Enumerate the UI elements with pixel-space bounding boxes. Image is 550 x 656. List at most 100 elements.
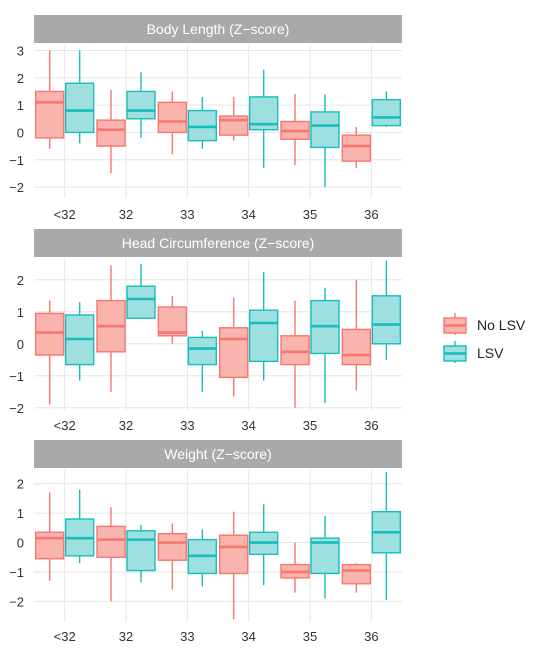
box-iqr: [280, 335, 310, 366]
box-lsv-5: [371, 91, 402, 127]
box-iqr: [157, 101, 188, 134]
box-iqr: [341, 563, 372, 585]
y-tick-label: −2: [9, 594, 24, 609]
box-iqr: [96, 525, 126, 558]
y-tick-label: 2: [17, 71, 24, 86]
box-no-lsv-1: [96, 507, 126, 602]
x-tick-label: 34: [241, 207, 255, 222]
x-tick-label: 34: [241, 629, 255, 644]
y-tick-label: 2: [17, 273, 24, 288]
box-no-lsv-4: [280, 542, 310, 593]
box-lsv-0: [64, 50, 95, 144]
box-no-lsv-2: [157, 91, 188, 155]
box-iqr: [187, 336, 218, 366]
box-lsv-0: [64, 489, 95, 564]
box-no-lsv-0: [34, 300, 65, 405]
panel-1: Head Circumference (Z−score) 2 1 0 −1 −2 <32 32…: [9, 229, 402, 433]
box-no-lsv-1: [96, 90, 126, 174]
box-no-lsv-5: [341, 563, 372, 593]
y-tick-label: −2: [9, 401, 24, 416]
box-iqr: [187, 109, 218, 142]
box-iqr: [341, 134, 372, 162]
y-tick-label: −2: [9, 180, 24, 195]
box-no-lsv-2: [157, 523, 188, 590]
y-tick-label: −1: [9, 369, 24, 384]
x-tick-label: 33: [180, 207, 194, 222]
panel-title: Weight (Z−score): [164, 446, 272, 462]
x-tick-label: 36: [364, 418, 378, 433]
x-tick-label: 34: [241, 418, 255, 433]
box-no-lsv-4: [280, 300, 310, 408]
box-lsv-2: [187, 96, 218, 149]
legend-item-1: LSV: [443, 341, 504, 363]
box-iqr: [34, 312, 65, 356]
box-iqr: [96, 119, 126, 147]
x-tick-label: 35: [303, 629, 317, 644]
box-iqr: [126, 90, 156, 120]
x-tick-label: 36: [364, 207, 378, 222]
panel-title: Body Length (Z−score): [147, 21, 290, 37]
box-no-lsv-5: [341, 279, 372, 391]
box-iqr: [310, 111, 340, 149]
box-lsv-4: [310, 287, 340, 403]
box-no-lsv-3: [218, 297, 249, 397]
box-no-lsv-0: [34, 50, 65, 149]
box-no-lsv-3: [218, 96, 249, 141]
legend-item-0: No LSV: [443, 313, 526, 335]
box-iqr: [218, 534, 249, 575]
box-lsv-1: [126, 263, 156, 319]
box-iqr: [157, 306, 188, 337]
box-iqr: [218, 327, 249, 379]
y-tick-label: 0: [17, 536, 24, 551]
box-no-lsv-2: [157, 295, 188, 344]
box-lsv-3: [248, 271, 279, 381]
box-iqr: [34, 90, 65, 139]
legend-label: LSV: [477, 345, 504, 361]
box-lsv-1: [126, 72, 156, 138]
box-lsv-0: [64, 302, 95, 381]
box-lsv-5: [371, 471, 402, 600]
y-tick-label: −1: [9, 153, 24, 168]
x-tick-label: 35: [303, 207, 317, 222]
box-lsv-3: [248, 69, 279, 168]
panel-strip: [34, 229, 402, 257]
box-iqr: [371, 98, 402, 127]
x-tick-label: 36: [364, 629, 378, 644]
box-iqr: [64, 82, 95, 134]
box-iqr: [126, 530, 156, 572]
panel-strip: [34, 440, 402, 468]
x-tick-label: <32: [54, 629, 76, 644]
legend: No LSV LSV: [443, 313, 526, 363]
box-iqr: [34, 531, 65, 560]
legend-label: No LSV: [477, 317, 526, 333]
y-tick-label: 0: [17, 125, 24, 140]
box-lsv-1: [126, 524, 156, 583]
x-tick-label: <32: [54, 418, 76, 433]
box-iqr: [126, 285, 156, 319]
box-lsv-2: [187, 331, 218, 392]
x-tick-label: 32: [119, 207, 133, 222]
box-no-lsv-1: [96, 265, 126, 392]
box-no-lsv-5: [341, 126, 372, 168]
x-tick-label: 33: [180, 418, 194, 433]
x-tick-label: 33: [180, 629, 194, 644]
x-tick-label: 32: [119, 629, 133, 644]
panel-2: Weight (Z−score) 2 1 0 −1 −2 <32 32 33 34 35 36: [9, 440, 402, 644]
y-tick-label: 2: [17, 477, 24, 492]
x-tick-label: 35: [303, 418, 317, 433]
y-tick-label: 1: [17, 98, 24, 113]
x-tick-label: 32: [119, 418, 133, 433]
box-iqr: [248, 309, 279, 363]
box-iqr: [310, 537, 340, 575]
box-lsv-5: [371, 260, 402, 360]
box-iqr: [341, 328, 372, 366]
box-iqr: [157, 533, 188, 561]
box-no-lsv-4: [280, 94, 310, 166]
y-tick-label: −1: [9, 565, 24, 580]
x-tick-label: <32: [54, 207, 76, 222]
y-tick-label: 3: [17, 43, 24, 58]
box-lsv-3: [248, 504, 279, 586]
